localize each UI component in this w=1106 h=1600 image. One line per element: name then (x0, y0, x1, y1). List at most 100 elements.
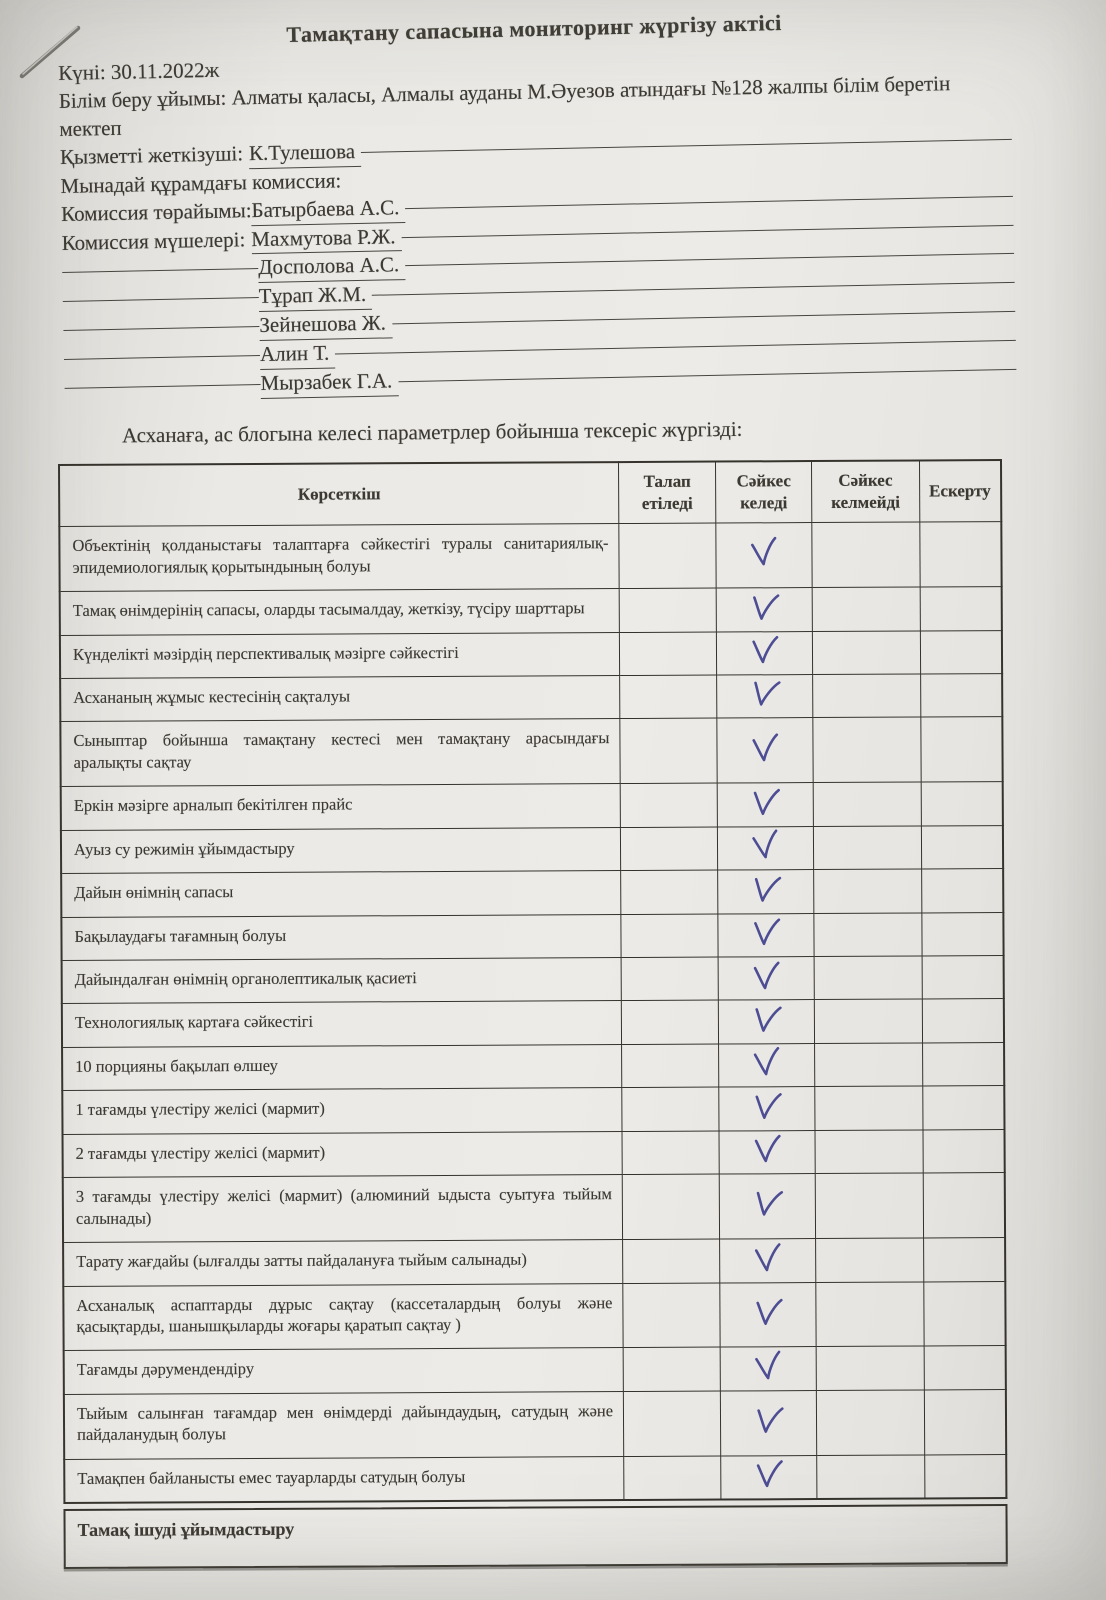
member-name: Тұрап Ж.М. (258, 281, 373, 313)
ruled-line (391, 311, 1016, 325)
checkmark-cell (720, 1455, 818, 1500)
provider-value: К.Тулешова (248, 137, 362, 169)
table-row: Тағамды дәрумендендіру (63, 1345, 1006, 1395)
empty-cell (919, 521, 1002, 588)
empty-cell (919, 630, 1003, 674)
checkmark-cell (715, 522, 813, 589)
empty-cell (923, 1345, 1006, 1390)
ruled-line (62, 297, 259, 303)
checkmark-cell (719, 1238, 816, 1283)
row-label: 1 тағамды үлестіру желісі (мармит) (62, 1087, 623, 1135)
checkmark-cell (717, 913, 815, 958)
checkmark-cell (720, 1346, 817, 1391)
checkmark-cell (718, 1086, 816, 1131)
empty-cell (618, 523, 717, 589)
empty-cell (812, 717, 921, 783)
table-header-row: Көрсеткіш Талап етіледі Сәйкес келеді Сәйке… (59, 460, 1002, 527)
ruled-line (398, 368, 1017, 383)
checkmark-cell (718, 1000, 815, 1044)
row-label: Бақылаудағы тағамның болуы (61, 914, 622, 961)
checkmark-icon (752, 733, 778, 761)
provider-label: Қызметті жеткізуші: (59, 141, 244, 169)
intro-paragraph: Асханаға, ас блогына келесі параметрлер … (121, 416, 743, 448)
member-name: Зейнешова Ж. (259, 309, 393, 342)
checkmark-cell (717, 782, 814, 827)
ruled-line (401, 224, 1014, 238)
empty-cell (620, 870, 718, 915)
empty-cell (622, 1174, 720, 1240)
member-name: Досполова А.С. (257, 251, 406, 284)
ruled-line (361, 138, 1012, 153)
empty-cell (815, 1129, 923, 1174)
empty-cell (815, 1238, 924, 1283)
column-header: Көрсеткіш (59, 462, 619, 527)
empty-cell (923, 1237, 1006, 1282)
table-row: Асханалық аспаптарды дұрыс сақтау (кассе… (63, 1281, 1006, 1351)
checkmark-icon (753, 961, 780, 989)
empty-cell (812, 630, 921, 675)
table-row: Объектінің қолданыстағы талаптарға сәйке… (59, 521, 1002, 592)
row-label: Тарату жағдайы (ылғалды затты пайдалануғ… (63, 1239, 623, 1287)
empty-cell (920, 825, 1004, 870)
empty-cell (619, 631, 717, 676)
checkmark-icon (751, 636, 778, 664)
row-label: 3 тағамды үлестіру желісі (мармит) (алюм… (62, 1174, 623, 1243)
row-label: Тамақ өнімдерінің сапасы, оларды тасымал… (59, 588, 620, 636)
empty-cell (814, 912, 922, 957)
checkmark-icon (753, 681, 781, 707)
checkmark-cell (717, 826, 814, 871)
ruled-line (64, 384, 261, 390)
empty-cell (622, 1282, 721, 1348)
checkmark-cell (718, 1043, 815, 1088)
table-row: 3 тағамды үлестіру желісі (мармит) (алюм… (62, 1172, 1006, 1243)
checkmark-icon (754, 1135, 781, 1163)
table-row: Күнделікті мәзірдің перспективалық мәзір… (59, 630, 1003, 679)
empty-cell (621, 1000, 719, 1045)
row-label: Тамақпен байланысты емес тауарларды сату… (64, 1456, 624, 1504)
ruled-line (372, 282, 1015, 297)
chair-label: Комиссия төрайымы: (60, 197, 252, 226)
empty-cell (813, 825, 922, 870)
table-row: 10 порцияны бақылап өлшеу (62, 1042, 1005, 1091)
checkmark-icon (754, 1242, 781, 1271)
empty-cell (623, 1347, 721, 1392)
checkmark-cell (716, 674, 813, 719)
empty-cell (620, 826, 718, 871)
checkmark-cell (716, 587, 813, 632)
pen-scratch-mark (19, 25, 81, 79)
inspection-table: Көрсеткіш Талап етіледі Сәйкес келеді Сәйке… (58, 459, 1008, 1505)
table-row: Дайындалған өнімнің органолептикалық қас… (61, 955, 1004, 1004)
row-label: Тыйым салынған тағамдар мен өнімдерді да… (63, 1391, 624, 1460)
table-row: Ауыз су режимін ұйымдастыру (60, 825, 1004, 874)
checkmark-icon (755, 1092, 782, 1119)
members-label: Комиссия мүшелері: (61, 226, 246, 255)
empty-cell (920, 673, 1003, 718)
empty-cell (811, 522, 920, 588)
row-label: Асханалық аспаптарды дұрыс сақтау (кассе… (63, 1283, 624, 1351)
document-content: Тамақтану сапасына мониторинг жүргізу ак… (58, 10, 1017, 1570)
empty-cell (919, 586, 1002, 631)
table-row: Дайын өнімнің сапасы (61, 868, 1004, 918)
checkmark-icon (756, 1191, 783, 1217)
column-header: Ескерту (919, 460, 1002, 523)
checkmark-icon (756, 1407, 784, 1434)
table-row: 1 тағамды үлестіру желісі (мармит) (62, 1085, 1005, 1135)
table-area: Көрсеткіш Талап етіледі Сәйкес келеді Сәйке… (58, 459, 1016, 1570)
empty-cell (815, 1281, 924, 1347)
empty-cell (815, 1173, 924, 1239)
row-label: Ауыз су режимін ұйымдастыру (60, 827, 621, 874)
checkmark-icon (752, 593, 779, 620)
empty-cell (812, 673, 921, 718)
column-header: Сәйкес келмейді (811, 460, 920, 523)
checkmark-icon (754, 876, 781, 902)
row-label: Технологиялық картаға сәйкестігі (61, 1001, 622, 1048)
empty-cell (816, 1346, 924, 1391)
empty-cell (922, 1129, 1005, 1174)
empty-cell (621, 1087, 720, 1132)
table-row: Технологиялық картаға сәйкестігі (61, 999, 1005, 1048)
date-text: Күні: 30.11.2022ж (58, 57, 220, 85)
empty-cell (623, 1390, 721, 1457)
empty-cell (814, 999, 923, 1044)
checkmark-cell (719, 1173, 816, 1240)
